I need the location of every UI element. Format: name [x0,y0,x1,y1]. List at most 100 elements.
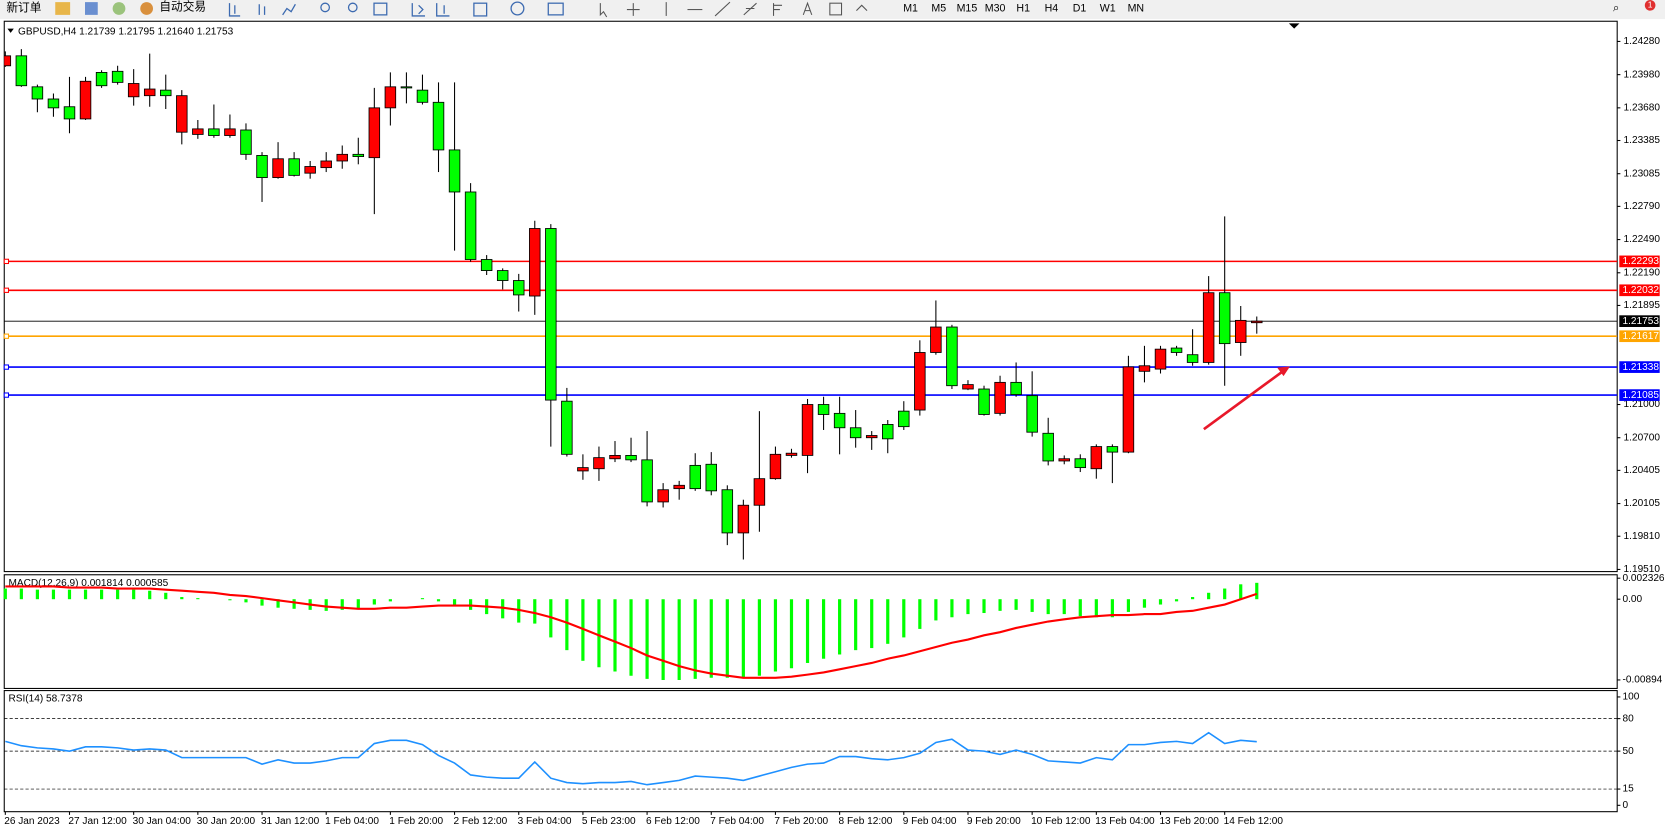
zoom-in[interactable] [320,2,331,13]
candle-body [673,484,685,490]
time-label: 10 Feb 12:00 [1031,816,1091,827]
candle-body [898,410,910,428]
candle-body [111,70,124,83]
candle-body [1074,458,1087,469]
search-icon[interactable]: ⌕ [1613,2,1620,15]
crosshair-tool[interactable] [626,3,640,16]
candle-body [496,270,509,281]
alert-count: 1 [1648,0,1653,10]
candle-body [561,400,573,455]
candle-body [1122,366,1135,453]
trendline-tool[interactable] [714,1,731,17]
rsi-tick-label: 0 [1622,800,1628,811]
label-tool[interactable] [829,2,843,16]
candle-body [994,381,1006,414]
timeframe-bar: M1 M5 M15 M30 H1 H4 D1 W1 MN [903,2,1144,14]
icon[interactable] [510,1,525,16]
candle-body [464,191,477,260]
shapes-tool[interactable] [856,4,868,11]
macd-tick-label: 0.002326 [1622,573,1664,584]
auto-trading-icon[interactable] [140,2,154,15]
icon[interactable] [282,3,296,16]
timeframe-button[interactable]: M5 [931,2,946,14]
timeframe-button[interactable]: W1 [1100,2,1116,14]
time-label: 13 Feb 20:00 [1159,816,1219,827]
level-handle [3,392,10,398]
candle-body [769,453,782,480]
icon[interactable] [228,3,241,17]
menu-triangle[interactable] [7,28,14,33]
price-tick-label: 1.23980 [1624,69,1661,80]
candle-body [833,412,846,429]
fibo-tool[interactable] [772,3,783,16]
candle-body [882,424,894,440]
icon[interactable] [85,2,98,15]
candle-body [978,388,990,415]
candle-body [256,155,268,179]
time-label: 27 Jan 12:00 [68,816,127,827]
time-label: 30 Jan 20:00 [197,816,256,827]
zoom-out[interactable] [347,2,358,13]
candle-body [625,455,637,461]
candle-body [4,55,12,67]
candle-body [368,107,381,159]
time-label: 13 Feb 04:00 [1095,816,1155,827]
price-tick-label: 1.21000 [1624,399,1661,410]
auto-trading-button[interactable]: 自动交易 [159,0,206,14]
icon[interactable] [55,2,71,15]
icon[interactable] [473,2,488,17]
channel-tool[interactable] [743,2,757,16]
macd-label: MACD(12,26,9) 0.001814 0.000585 [9,578,169,589]
timeframe-button[interactable]: D1 [1073,2,1087,14]
price-tick-label: 1.20700 [1624,432,1661,443]
level-label-bg [1619,315,1660,328]
candle-body [529,228,541,297]
candle-body [304,166,316,174]
candle-body [127,83,140,98]
candle-body [817,404,830,415]
cursor-tool[interactable] [599,3,608,18]
level-label: 1.21085 [1622,390,1659,401]
level-label: 1.22293 [1622,256,1659,267]
text-tool[interactable] [802,1,813,16]
icon[interactable] [112,2,126,15]
level-handle [3,258,10,265]
candle-body [609,455,621,460]
timeframe-button[interactable]: M30 [985,2,1006,14]
icon[interactable] [436,3,450,17]
candle-body [946,326,958,387]
candle-body [95,72,108,87]
candle-body [753,478,766,506]
candle-body [1202,292,1215,363]
alert-badge[interactable] [1644,0,1656,11]
level-handle [3,287,10,293]
new-order-button[interactable]: 新订单 [6,1,41,15]
timeframe-button[interactable]: M15 [957,2,978,14]
price-tick-label: 1.22790 [1624,201,1661,212]
chart-header: GBPUSD,H4 1.21739 1.21795 1.21640 1.2175… [18,27,234,38]
level-label-bg [1619,361,1660,373]
icon[interactable] [547,2,564,16]
candle-body [1010,381,1022,395]
candle-body [545,228,557,401]
candle-body [1218,292,1231,345]
price-tick-label: 1.22490 [1624,234,1661,245]
candle-body [1186,354,1199,363]
timeframe-button[interactable]: M1 [903,2,918,14]
candle-body [208,128,220,136]
timeframe-button[interactable]: H1 [1016,2,1030,14]
level-label-bg [1619,284,1660,297]
icon[interactable] [411,3,426,17]
timeframe-button[interactable]: H4 [1045,2,1059,14]
macd-signal [5,585,1258,679]
timeframe-button[interactable]: MN [1128,2,1145,14]
level-label: 1.21617 [1622,331,1659,342]
candle-body [63,106,76,120]
candle-body [1170,347,1183,353]
macd-tick-label: 0.00 [1622,594,1642,605]
icon[interactable] [373,2,388,16]
level-label-bg [1619,330,1660,343]
icon[interactable] [258,4,266,15]
candle-body [352,153,365,157]
